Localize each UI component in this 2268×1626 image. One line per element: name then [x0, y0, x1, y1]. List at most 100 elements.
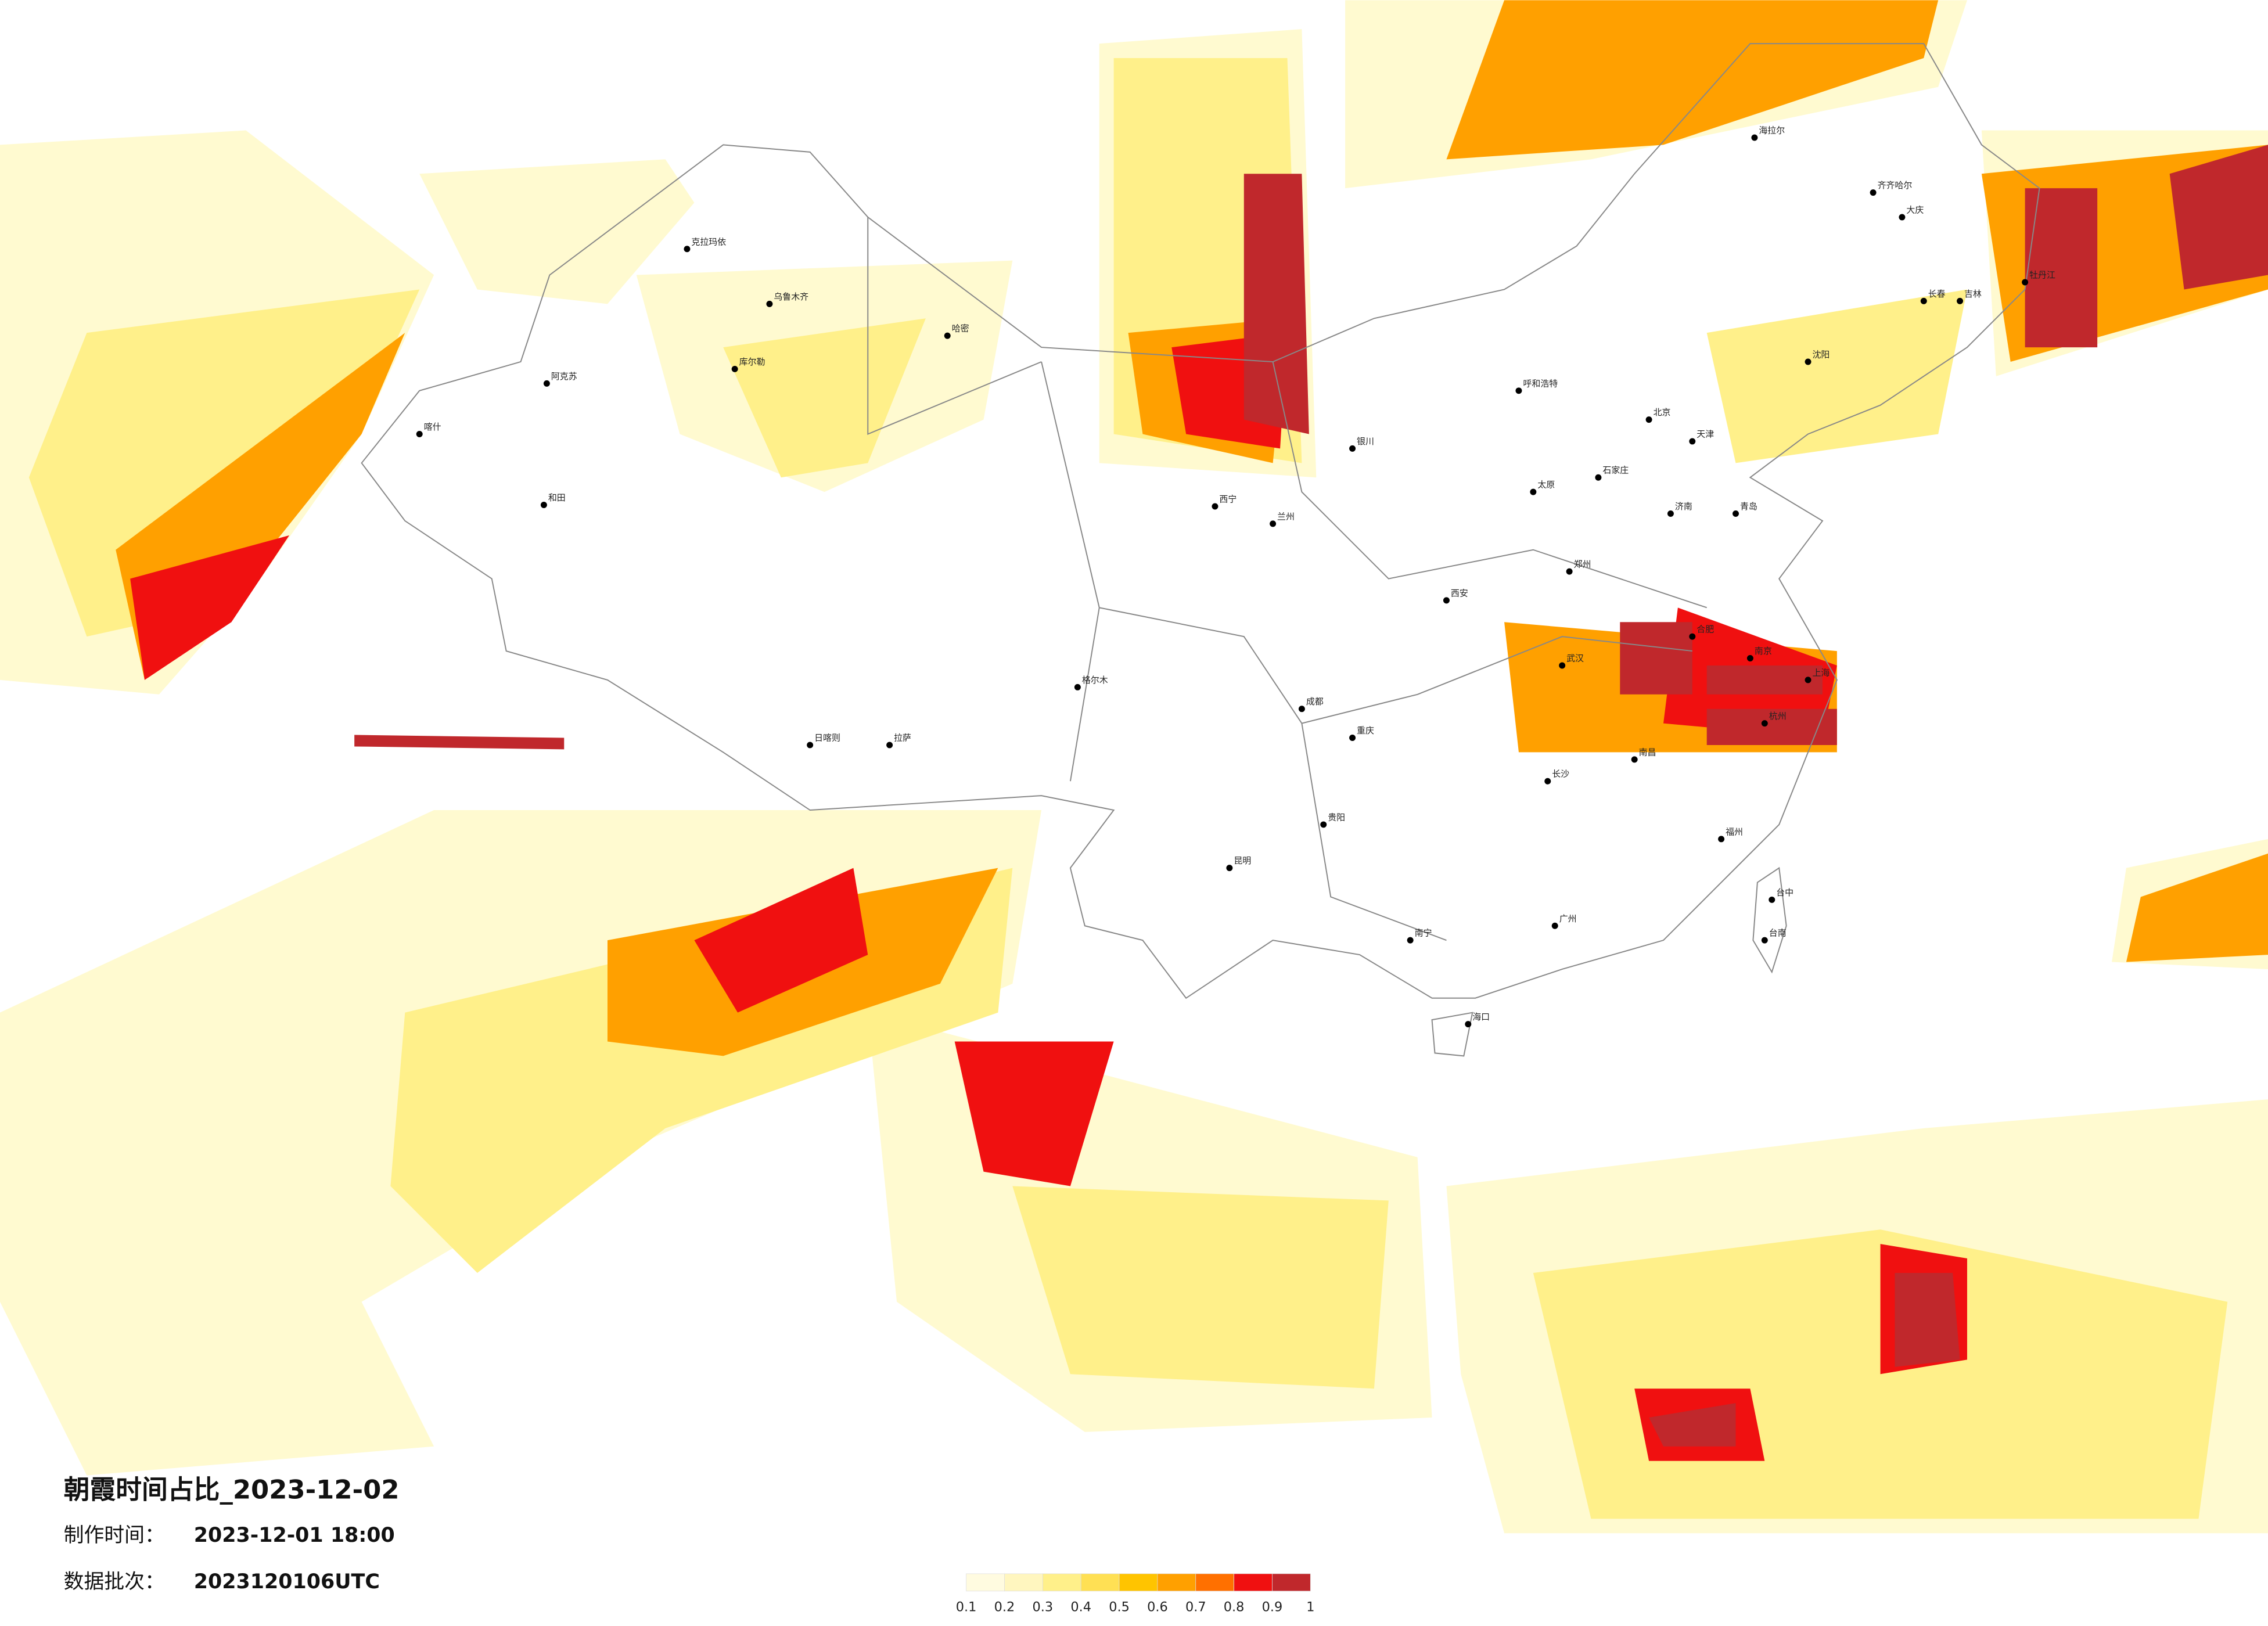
city-dot — [1769, 896, 1775, 903]
city-label: 日喀则 — [814, 732, 840, 743]
city-dot — [1559, 662, 1566, 669]
colorbar-tick-label: 0.4 — [1070, 1600, 1091, 1615]
city-label: 齐齐哈尔 — [1878, 180, 1913, 190]
city-dot — [1733, 510, 1739, 517]
city-label: 兰州 — [1277, 511, 1295, 521]
colorbar-swatch — [966, 1573, 1005, 1592]
colorbar-swatch — [1157, 1573, 1196, 1592]
city-dot — [1595, 474, 1602, 481]
colorbar-tick-label: 0.9 — [1262, 1600, 1283, 1615]
map-title: 朝霞时间占比_2023-12-02 — [64, 1474, 400, 1505]
colorbar-swatch — [1004, 1573, 1043, 1592]
colorbar-tick-label: 0.5 — [1109, 1600, 1130, 1615]
made-time-label: 制作时间： — [64, 1524, 165, 1547]
city-dot — [1515, 387, 1522, 394]
city-dot — [1226, 865, 1233, 872]
city-dot — [1544, 778, 1551, 785]
boundaries — [361, 43, 2040, 1057]
colorbar-swatch — [1119, 1573, 1158, 1592]
city-label: 牡丹江 — [2029, 270, 2055, 280]
city-label: 昆明 — [1234, 855, 1251, 866]
city-dot — [886, 742, 893, 749]
city-label: 喀什 — [424, 422, 441, 432]
city-dot — [1718, 836, 1725, 843]
city-label: 西宁 — [1219, 494, 1237, 505]
city-dot — [1899, 214, 1906, 221]
city-dot — [944, 332, 951, 339]
city-dot — [1689, 438, 1696, 445]
batch-value: 2023120106UTC — [194, 1570, 380, 1593]
city-dot — [1689, 633, 1696, 640]
colorbar-tick-label: 0.7 — [1185, 1600, 1206, 1615]
city-label: 石家庄 — [1602, 465, 1629, 476]
city-dot — [1407, 937, 1414, 944]
city-label: 广州 — [1559, 913, 1577, 924]
batch-label: 数据批次： — [64, 1570, 165, 1593]
city-label: 阿克苏 — [551, 371, 577, 382]
city-label: 天津 — [1696, 429, 1714, 439]
city-dot — [1761, 937, 1768, 944]
city-dot — [2022, 279, 2029, 286]
city-dot — [1631, 756, 1638, 763]
city-label: 杭州 — [1769, 711, 1787, 721]
city-label: 呼和浩特 — [1523, 378, 1558, 388]
colorbar-tick-label: 0.3 — [1033, 1600, 1054, 1615]
city-dot — [1751, 134, 1758, 141]
city-dot — [1805, 677, 1811, 684]
city-dot — [1746, 655, 1753, 662]
city-dot — [684, 246, 691, 253]
city-label: 和田 — [548, 492, 566, 503]
city-label: 南宁 — [1415, 928, 1432, 938]
city-dot — [1551, 922, 1558, 929]
made-time-value: 2023-12-01 18:00 — [194, 1524, 395, 1547]
city-dot — [1957, 297, 1964, 304]
city-dot — [1870, 189, 1877, 196]
city-dot — [1270, 520, 1277, 527]
colorbar-tick-label: 0.1 — [956, 1600, 977, 1615]
colorbar: 0.1 0.2 0.3 0.4 0.5 0.6 0.7 0.8 0.9 1 — [956, 1573, 1314, 1615]
city-dot — [731, 365, 738, 372]
city-dot — [1667, 510, 1674, 517]
colorbar-swatch — [1042, 1573, 1081, 1592]
city-dot — [1645, 416, 1652, 423]
city-dot — [416, 431, 423, 437]
city-dot — [1530, 488, 1537, 495]
city-label: 海口 — [1472, 1012, 1490, 1022]
city-label: 银川 — [1357, 436, 1374, 447]
colorbar-tick-label: 0.6 — [1147, 1600, 1168, 1615]
city-dot — [766, 300, 773, 307]
colorbar-swatch — [1234, 1573, 1273, 1592]
colorbar-tick-label: 0.8 — [1224, 1600, 1245, 1615]
city-label: 重庆 — [1357, 725, 1374, 736]
city-label: 格尔木 — [1082, 675, 1108, 685]
city-label: 大庆 — [1906, 204, 1924, 215]
city-label: 南昌 — [1639, 747, 1656, 757]
city-dot — [1805, 358, 1811, 365]
city-label: 成都 — [1306, 696, 1324, 707]
city-dot — [1443, 597, 1450, 604]
city-dot — [1212, 503, 1219, 510]
city-label: 哈密 — [952, 323, 969, 334]
city-label: 西安 — [1451, 588, 1468, 598]
city-dot — [1566, 568, 1573, 575]
city-label: 郑州 — [1574, 559, 1591, 570]
city-label: 库尔勒 — [739, 357, 765, 367]
colorbar-swatch — [1080, 1573, 1120, 1592]
city-dot — [1761, 720, 1768, 727]
city-dot — [1320, 821, 1327, 828]
city-label: 太原 — [1537, 480, 1555, 490]
city-label: 拉萨 — [894, 732, 911, 743]
heat-layer — [0, 0, 2268, 1534]
colorbar-tick-label: 1 — [1306, 1600, 1314, 1615]
city-dot — [1074, 684, 1081, 690]
city-label: 海拉尔 — [1759, 125, 1785, 135]
city-dot — [1920, 297, 1927, 304]
city-dot — [1349, 735, 1356, 741]
city-label: 台南 — [1769, 928, 1787, 938]
city-label: 南京 — [1755, 646, 1772, 656]
city-label: 合肥 — [1696, 624, 1714, 635]
city-label: 北京 — [1654, 407, 1671, 418]
city-dot — [1349, 445, 1356, 452]
